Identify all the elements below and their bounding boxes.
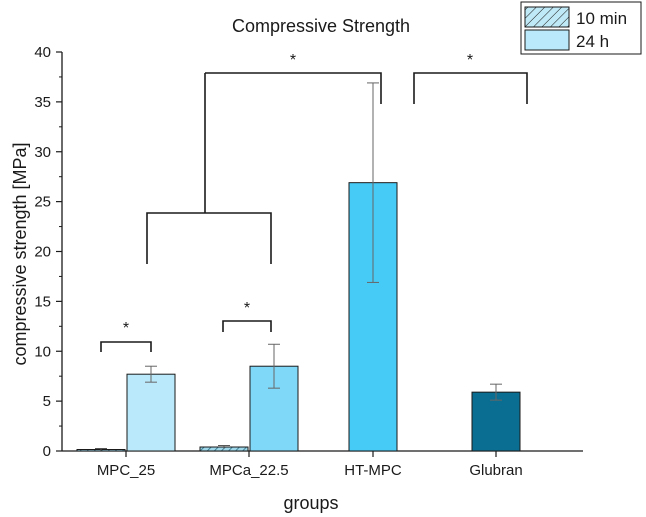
y-tick-label-15: 15 — [34, 293, 51, 310]
y-tick-label-20: 20 — [34, 244, 51, 261]
y-tick-label-5: 5 — [43, 393, 51, 410]
y-axis-label: compressive strength [MPa] — [10, 142, 30, 365]
significance-star: * — [467, 52, 473, 69]
legend-label-24h: 24 h — [576, 32, 609, 51]
y-tick-label-0: 0 — [43, 443, 51, 460]
x-tick-label-HT-MPC: HT-MPC — [344, 462, 402, 479]
bracket-group-lower — [146, 212, 272, 264]
bracket-htmpc-glubran — [413, 72, 528, 104]
bracket-mpca225 — [222, 320, 272, 332]
bracket-group-htmpc — [205, 72, 382, 104]
significance-star: * — [244, 300, 250, 317]
y-tick-label-10: 10 — [34, 343, 51, 360]
x-tick-label-Glubran: Glubran — [469, 462, 522, 479]
y-tick-label-35: 35 — [34, 94, 51, 111]
legend-swatch-24h — [524, 29, 570, 51]
significance-star: * — [290, 52, 296, 69]
x-tick-label-MPC_25: MPC_25 — [97, 462, 155, 479]
legend: 10 min 24 h — [520, 1, 642, 55]
y-tick-label-25: 25 — [34, 194, 51, 211]
axes: 0 5 10 15 20 25 30 35 40 MPC_25 MPCa_22.5 HT-MPC Glu… — [34, 44, 583, 479]
legend-swatch-10min — [524, 6, 570, 28]
bracket-mpc25 — [100, 341, 152, 352]
y-tick-label-30: 30 — [34, 144, 51, 161]
x-tick-label-MPCa_22.5: MPCa_22.5 — [209, 462, 288, 479]
y-tick-label-40: 40 — [34, 44, 51, 61]
bar-24h-Glubran — [471, 391, 521, 452]
x-axis-label: groups — [283, 493, 338, 513]
significance-brackets: * * * * — [100, 52, 528, 352]
bars — [76, 82, 521, 452]
bar-24h-MPC_25 — [126, 373, 176, 452]
legend-label-10min: 10 min — [576, 9, 627, 28]
chart-title: Compressive Strength — [232, 16, 410, 36]
significance-star: * — [123, 320, 129, 337]
